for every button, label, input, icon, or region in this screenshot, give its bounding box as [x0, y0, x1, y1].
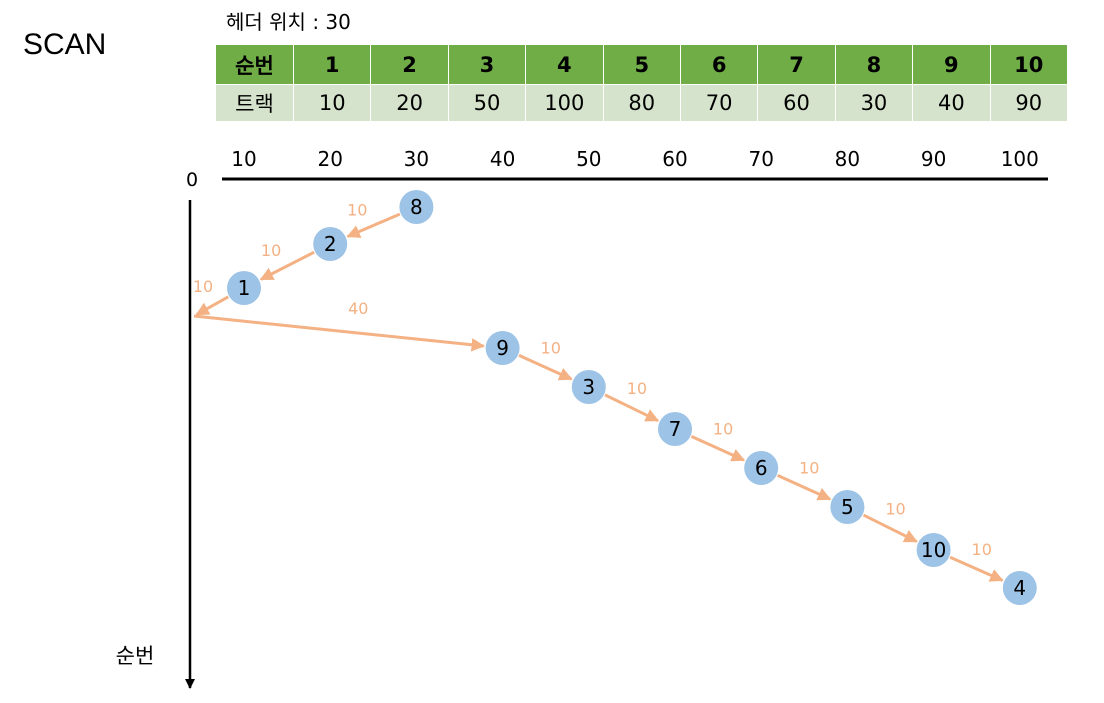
- axis-tick-label: 90: [921, 147, 946, 171]
- movement-distance-label: 10: [799, 459, 819, 478]
- order-cell: 10: [989, 44, 1069, 85]
- track-row: 트랙 10 20 50 100 80 70 60 30 40 90: [215, 84, 1069, 122]
- request-node-label: 2: [324, 232, 337, 256]
- order-row: 순번 1 2 3 4 5 6 7 8 9 10: [215, 44, 1069, 85]
- request-table: 순번 1 2 3 4 5 6 7 8 9 10 트랙 10 20 50 100 …: [215, 44, 1069, 122]
- axis-tick-label: 20: [317, 147, 342, 171]
- request-node-circle: [227, 271, 261, 305]
- axis-tick-label: 70: [748, 147, 773, 171]
- request-node-label: 10: [921, 538, 946, 562]
- request-node-circle: [744, 451, 779, 485]
- movement-arrow: [776, 474, 832, 501]
- order-cell: 7: [757, 44, 836, 85]
- track-cell: 20: [370, 84, 449, 122]
- request-node-label: 8: [410, 195, 423, 219]
- request-node-circle: [571, 370, 606, 404]
- request-node-label: 3: [582, 375, 595, 399]
- order-cell: 9: [912, 44, 991, 85]
- track-cell: 40: [912, 84, 991, 122]
- sequence-axis-label: 순번: [116, 644, 155, 668]
- request-node-circle: [485, 331, 520, 365]
- header-position-label: 헤더 위치 : 30: [226, 10, 351, 34]
- track-cell: 90: [989, 84, 1069, 122]
- movement-arrow: [518, 354, 573, 381]
- movement-distance-label: 10: [541, 339, 561, 358]
- track-cell: 70: [679, 84, 759, 122]
- request-node-label: 1: [238, 276, 251, 300]
- movement-arrow: [195, 295, 230, 316]
- movement-arrow: [604, 393, 660, 423]
- movement-distance-label: 10: [627, 379, 647, 398]
- axis-tick-label: 40: [490, 147, 515, 171]
- request-node-circle: [1002, 571, 1037, 605]
- axis-tick-label: 50: [576, 147, 601, 171]
- track-cell: 10: [292, 84, 372, 122]
- axis-origin-label: 0: [186, 169, 198, 191]
- axis-tick-label: 10: [231, 147, 256, 171]
- diagram-title: SCAN: [23, 28, 107, 61]
- movement-distance-label: 10: [261, 241, 281, 260]
- track-row-label: 트랙: [215, 84, 294, 122]
- movement-distance-label: 10: [713, 420, 733, 439]
- track-cell: 60: [757, 84, 836, 122]
- movement-arrow: [259, 250, 315, 281]
- axis-tick-label: 80: [835, 147, 860, 171]
- request-node-label: 7: [669, 417, 682, 441]
- movement-arrow: [862, 513, 918, 543]
- request-node-circle: [830, 490, 865, 524]
- movement-arrows: 10 10 10 40 10 10 10 10 10 10: [193, 201, 1004, 582]
- request-node-circle: [658, 412, 692, 446]
- track-cell: 30: [834, 84, 914, 122]
- track-axis: 0 10 20 30 40 50 60 70 80 90 100 순번: [116, 147, 1048, 689]
- movement-distance-label: 10: [347, 201, 367, 220]
- movement-distance-label: 10: [885, 500, 905, 519]
- movement-arrow: [346, 212, 401, 238]
- request-node-label: 6: [755, 456, 768, 480]
- movement-arrow: [690, 435, 746, 462]
- movement-distance-label: 10: [193, 277, 213, 296]
- order-cell: 8: [834, 44, 914, 85]
- track-cell: 80: [602, 84, 681, 122]
- track-cell: 100: [525, 84, 604, 122]
- axis-tick-label: 60: [662, 147, 687, 171]
- request-node-label: 9: [496, 336, 509, 360]
- request-node-circle: [916, 533, 951, 567]
- movement-arrow: [949, 555, 1004, 582]
- order-row-label: 순번: [215, 44, 294, 85]
- movement-arrow: [193, 314, 486, 352]
- request-node-label: 4: [1013, 576, 1026, 600]
- request-node-label: 5: [841, 495, 854, 519]
- request-node-circle: [313, 227, 348, 261]
- axis-tick-label: 30: [404, 147, 429, 171]
- request-node-circle: [399, 190, 434, 224]
- movement-distance-label: 40: [348, 299, 368, 318]
- order-cell: 1: [292, 44, 372, 85]
- axis-tick-label: 100: [1001, 147, 1039, 171]
- request-nodes: 8 2 1 9 3 7 6 5 10 4: [227, 190, 1037, 605]
- order-cell: 6: [679, 44, 759, 85]
- movement-distance-label: 10: [972, 540, 992, 559]
